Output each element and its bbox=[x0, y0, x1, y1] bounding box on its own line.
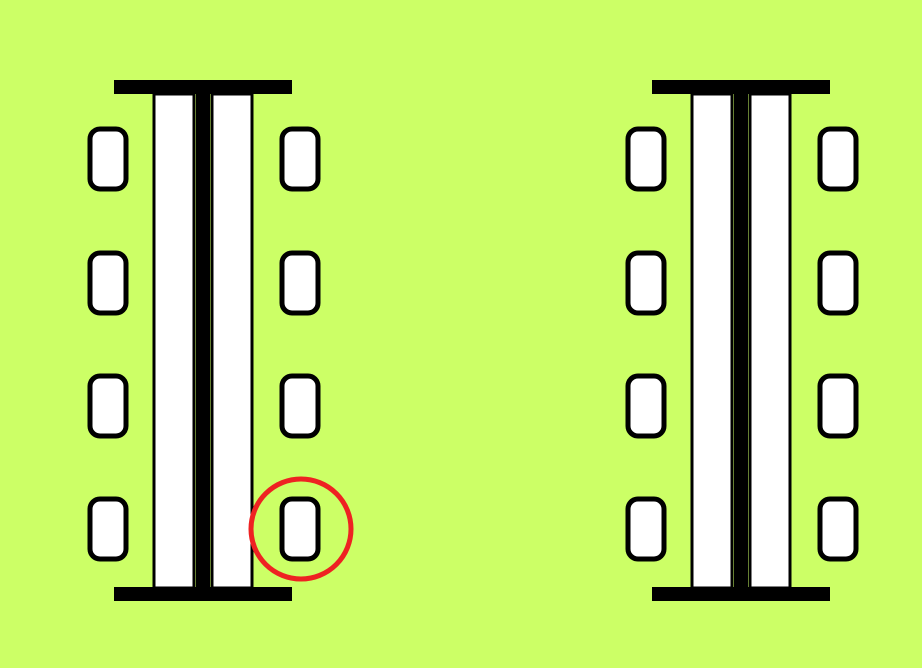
table-end-bar-bottom bbox=[652, 587, 830, 601]
highlight-layer bbox=[248, 476, 354, 582]
chair-right-4 bbox=[279, 496, 321, 562]
table-top-right-panel bbox=[748, 92, 792, 590]
table-end-bar-top bbox=[652, 80, 830, 94]
table-center-divider bbox=[196, 94, 210, 588]
chair-left-1 bbox=[625, 126, 667, 192]
chair-right-4 bbox=[817, 496, 859, 562]
chair-right-3 bbox=[279, 373, 321, 439]
chair-right-2 bbox=[279, 250, 321, 316]
chair-left-2 bbox=[625, 250, 667, 316]
table-end-bar-top bbox=[114, 80, 292, 94]
chair-right-3 bbox=[817, 373, 859, 439]
table-end-bar-bottom bbox=[114, 587, 292, 601]
table-top-left-panel bbox=[152, 92, 196, 590]
chair-left-2 bbox=[87, 250, 129, 316]
chair-left-3 bbox=[87, 373, 129, 439]
chair-right-2 bbox=[817, 250, 859, 316]
table-right bbox=[625, 80, 859, 601]
chair-left-1 bbox=[87, 126, 129, 192]
chair-left-3 bbox=[625, 373, 667, 439]
chair-left-4 bbox=[625, 496, 667, 562]
chair-left-4 bbox=[87, 496, 129, 562]
table-left bbox=[87, 80, 321, 601]
table-top-right-panel bbox=[210, 92, 254, 590]
table-top-left-panel bbox=[690, 92, 734, 590]
highlight-circle bbox=[248, 476, 354, 582]
chair-right-1 bbox=[817, 126, 859, 192]
table-center-divider bbox=[734, 94, 748, 588]
chair-right-1 bbox=[279, 126, 321, 192]
tables-layer bbox=[87, 80, 859, 601]
